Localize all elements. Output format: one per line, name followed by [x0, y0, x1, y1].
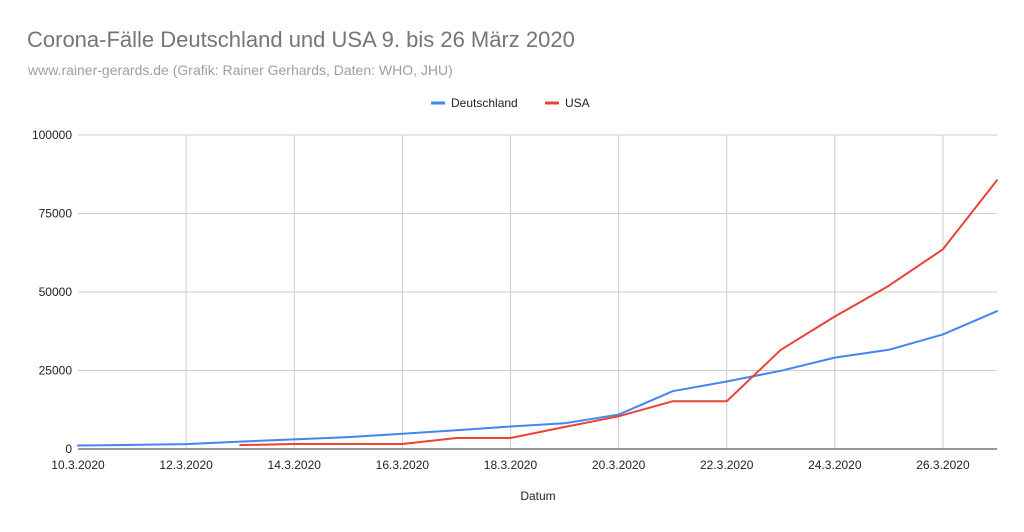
x-tick-label: 10.3.2020 [51, 458, 105, 472]
legend-label-deutschland: Deutschland [451, 96, 518, 110]
x-axis-ticks: 10.3.2020 12.3.2020 14.3.2020 16.3.2020 18.3… [51, 458, 970, 472]
legend-label-usa: USA [565, 96, 590, 110]
x-tick-label: 16.3.2020 [376, 458, 430, 472]
x-tick-label: 20.3.2020 [592, 458, 646, 472]
y-tick-label: 0 [65, 442, 72, 456]
y-axis-ticks: 0 25000 50000 75000 100000 [32, 128, 72, 456]
chart-title: Corona-Fälle Deutschland und USA 9. bis … [27, 27, 575, 52]
x-tick-label: 26.3.2020 [916, 458, 970, 472]
chart-legend: Deutschland USA [431, 96, 590, 110]
series-line-usa [239, 179, 998, 447]
x-tick-label: 18.3.2020 [484, 458, 538, 472]
x-axis-title: Datum [520, 489, 555, 503]
y-tick-label: 100000 [32, 128, 72, 142]
y-tick-label: 25000 [39, 364, 73, 378]
x-tick-label: 24.3.2020 [808, 458, 862, 472]
y-tick-label: 75000 [39, 207, 73, 221]
x-tick-label: 12.3.2020 [159, 458, 213, 472]
chart-grid [78, 134, 997, 450]
x-tick-label: 22.3.2020 [700, 458, 754, 472]
y-tick-label: 50000 [39, 285, 73, 299]
x-tick-label: 14.3.2020 [268, 458, 322, 472]
chart-series [77, 179, 998, 447]
series-line-deutschland [77, 310, 998, 447]
chart-subtitle: www.rainer-gerards.de (Grafik: Rainer Ge… [28, 62, 453, 78]
